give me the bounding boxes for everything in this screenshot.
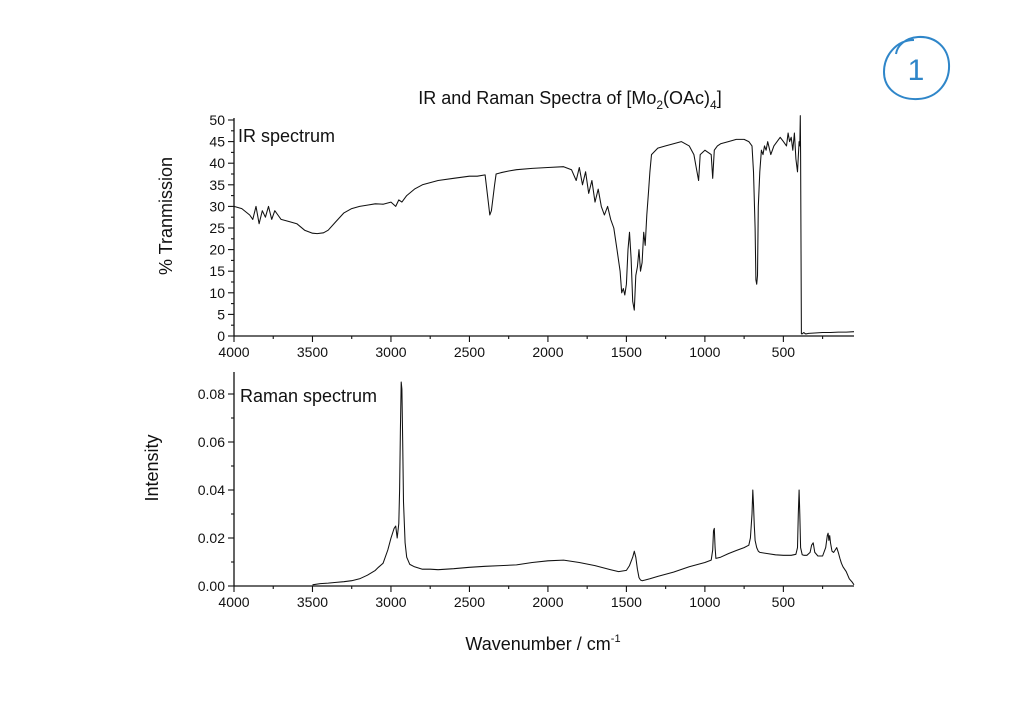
ir-y-tick-label: 35 (209, 177, 225, 193)
raman-x-tick-label: 2000 (532, 594, 563, 610)
ir-y-tick-label: 15 (209, 263, 225, 279)
ir-y-tick-label: 10 (209, 285, 225, 301)
raman-x-tick-label: 2500 (454, 594, 485, 610)
ir-x-tick-label: 2000 (532, 344, 563, 360)
title-sub-2: 2 (656, 98, 663, 112)
ir-y-ticks: 0 5 10 15 20 25 30 35 40 45 50 (209, 112, 234, 344)
ir-panel: 0 5 10 15 20 25 30 35 40 45 50 4000 3500 3000 2500 200… (156, 112, 855, 360)
ir-x-tick-label: 3000 (375, 344, 406, 360)
x-axis-label-main: Wavenumber / cm (465, 634, 610, 654)
raman-x-tick-label: 3000 (375, 594, 406, 610)
ir-y-tick-label: 50 (209, 112, 225, 128)
page-number-text: 1 (908, 54, 925, 87)
title-part-end: ] (717, 88, 722, 108)
ir-y-tick-label: 25 (209, 220, 225, 236)
x-axis-label-sup: -1 (611, 633, 621, 645)
ir-y-axis-label: % Tranmission (156, 157, 176, 275)
ir-x-tick-label: 4000 (218, 344, 249, 360)
raman-panel-label: Raman spectrum (240, 386, 377, 406)
title-part-mid: (OAc) (663, 88, 710, 108)
raman-x-tick-label: 3500 (297, 594, 328, 610)
raman-x-ticks: 4000 3500 3000 2500 2000 1500 1000 500 (218, 586, 824, 610)
raman-x-tick-label: 4000 (218, 594, 249, 610)
title-sub-4: 4 (710, 98, 717, 112)
x-axis-label: Wavenumber / cm-1 (465, 633, 620, 654)
ir-y-tick-label: 5 (217, 306, 225, 322)
raman-y-tick-label: 0.06 (198, 434, 225, 450)
ir-spectrum-line (233, 115, 855, 335)
ir-x-tick-label: 3500 (297, 344, 328, 360)
raman-spectrum-line (312, 381, 855, 586)
raman-y-tick-label: 0.00 (198, 578, 225, 594)
ir-x-tick-label: 500 (772, 344, 796, 360)
raman-y-axis-label: Intensity (142, 434, 162, 501)
ir-x-tick-label: 1500 (611, 344, 642, 360)
raman-y-tick-label: 0.08 (198, 386, 225, 402)
raman-x-tick-label: 1000 (689, 594, 720, 610)
ir-x-tick-label: 1000 (689, 344, 720, 360)
ir-y-tick-label: 30 (209, 198, 225, 214)
title-part-main: IR and Raman Spectra of [Mo (418, 88, 656, 108)
page-number-stamp: 1 (882, 35, 951, 101)
raman-x-tick-label: 1500 (611, 594, 642, 610)
ir-y-tick-label: 0 (217, 328, 225, 344)
ir-x-tick-label: 2500 (454, 344, 485, 360)
figure-title: IR and Raman Spectra of [Mo2(OAc)4] (418, 88, 722, 112)
ir-y-tick-label: 40 (209, 155, 225, 171)
ir-x-ticks: 4000 3500 3000 2500 2000 1500 1000 500 (218, 336, 824, 360)
raman-y-tick-label: 0.02 (198, 530, 225, 546)
ir-y-tick-label: 45 (209, 134, 225, 150)
ir-panel-label: IR spectrum (238, 126, 335, 146)
raman-panel: 0.00 0.02 0.04 0.06 0.08 4000 3500 3000 2500 200… (142, 372, 855, 610)
ir-y-tick-label: 20 (209, 242, 225, 258)
raman-y-ticks: 0.00 0.02 0.04 0.06 0.08 (198, 386, 234, 594)
raman-x-tick-label: 500 (772, 594, 796, 610)
raman-y-tick-label: 0.04 (198, 482, 225, 498)
